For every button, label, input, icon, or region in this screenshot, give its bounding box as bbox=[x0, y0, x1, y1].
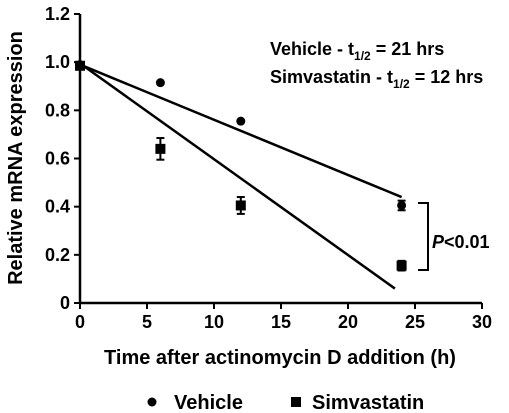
error-bars bbox=[156, 137, 406, 272]
data-points bbox=[75, 60, 407, 271]
p-letter: P bbox=[432, 232, 445, 252]
x-tick-label: 5 bbox=[142, 312, 152, 332]
y-tick-label: 0.8 bbox=[45, 100, 70, 120]
annotation-simvastatin-halflife: Simvastatin - t1/2 = 12 hrs bbox=[270, 67, 483, 91]
y-tick-label: 1.2 bbox=[45, 4, 70, 24]
significance-bracket bbox=[418, 202, 429, 271]
annotation-simva-suffix: = 12 hrs bbox=[410, 67, 484, 87]
y-tick-label: 0.4 bbox=[45, 197, 70, 217]
plot-area: 0 0.2 0.4 0.6 0.8 1.0 1.2 0 5 10 15 20 25 30 bbox=[45, 4, 492, 332]
x-ticks: 0 5 10 15 20 25 30 bbox=[75, 303, 492, 332]
y-tick-label: 1.0 bbox=[45, 52, 70, 72]
fit-line-vehicle bbox=[79, 63, 403, 199]
legend-label-vehicle: Vehicle bbox=[174, 392, 243, 413]
annotation-simva-sub: 1/2 bbox=[393, 77, 410, 91]
annotation-vehicle-prefix: Vehicle - t bbox=[270, 39, 354, 59]
point-vehicle bbox=[397, 200, 407, 210]
y-tick-label: 0.2 bbox=[45, 245, 70, 265]
annotation-vehicle-sub: 1/2 bbox=[354, 49, 371, 63]
point-simvastatin bbox=[396, 260, 407, 271]
legend-label-simvastatin: Simvastatin bbox=[312, 392, 424, 413]
x-tick-label: 20 bbox=[338, 312, 358, 332]
y-tick-label: 0.6 bbox=[45, 149, 70, 169]
y-ticks: 0 0.2 0.4 0.6 0.8 1.0 1.2 bbox=[45, 4, 80, 313]
x-tick-label: 10 bbox=[204, 312, 224, 332]
point-vehicle bbox=[236, 116, 246, 126]
fit-lines bbox=[79, 62, 403, 290]
x-tick-label: 25 bbox=[405, 312, 425, 332]
point-simvastatin bbox=[155, 143, 166, 154]
annotation-simva-prefix: Simvastatin - t bbox=[270, 67, 393, 87]
p-value: <0.01 bbox=[444, 232, 490, 252]
point-simvastatin bbox=[235, 200, 246, 211]
x-tick-label: 0 bbox=[75, 312, 85, 332]
fit-line-simvastatin bbox=[79, 62, 396, 290]
annotation-vehicle-suffix: = 21 hrs bbox=[371, 39, 445, 59]
x-tick-label: 15 bbox=[271, 312, 291, 332]
significance-label: P<0.01 bbox=[432, 232, 490, 252]
x-axis-title: Time after actinomycin D addition (h) bbox=[104, 347, 456, 369]
legend: Vehicle Simvastatin bbox=[147, 392, 424, 413]
x-tick-label: 30 bbox=[472, 312, 492, 332]
y-tick-label: 0 bbox=[60, 293, 70, 313]
legend-marker-simvastatin bbox=[291, 397, 301, 407]
point-vehicle bbox=[155, 78, 165, 88]
annotation-vehicle-halflife: Vehicle - t1/2 = 21 hrs bbox=[270, 39, 444, 63]
legend-marker-vehicle bbox=[147, 397, 157, 407]
point-simvastatin bbox=[75, 60, 85, 71]
y-axis-title: Relative mRNA expression bbox=[5, 31, 27, 285]
